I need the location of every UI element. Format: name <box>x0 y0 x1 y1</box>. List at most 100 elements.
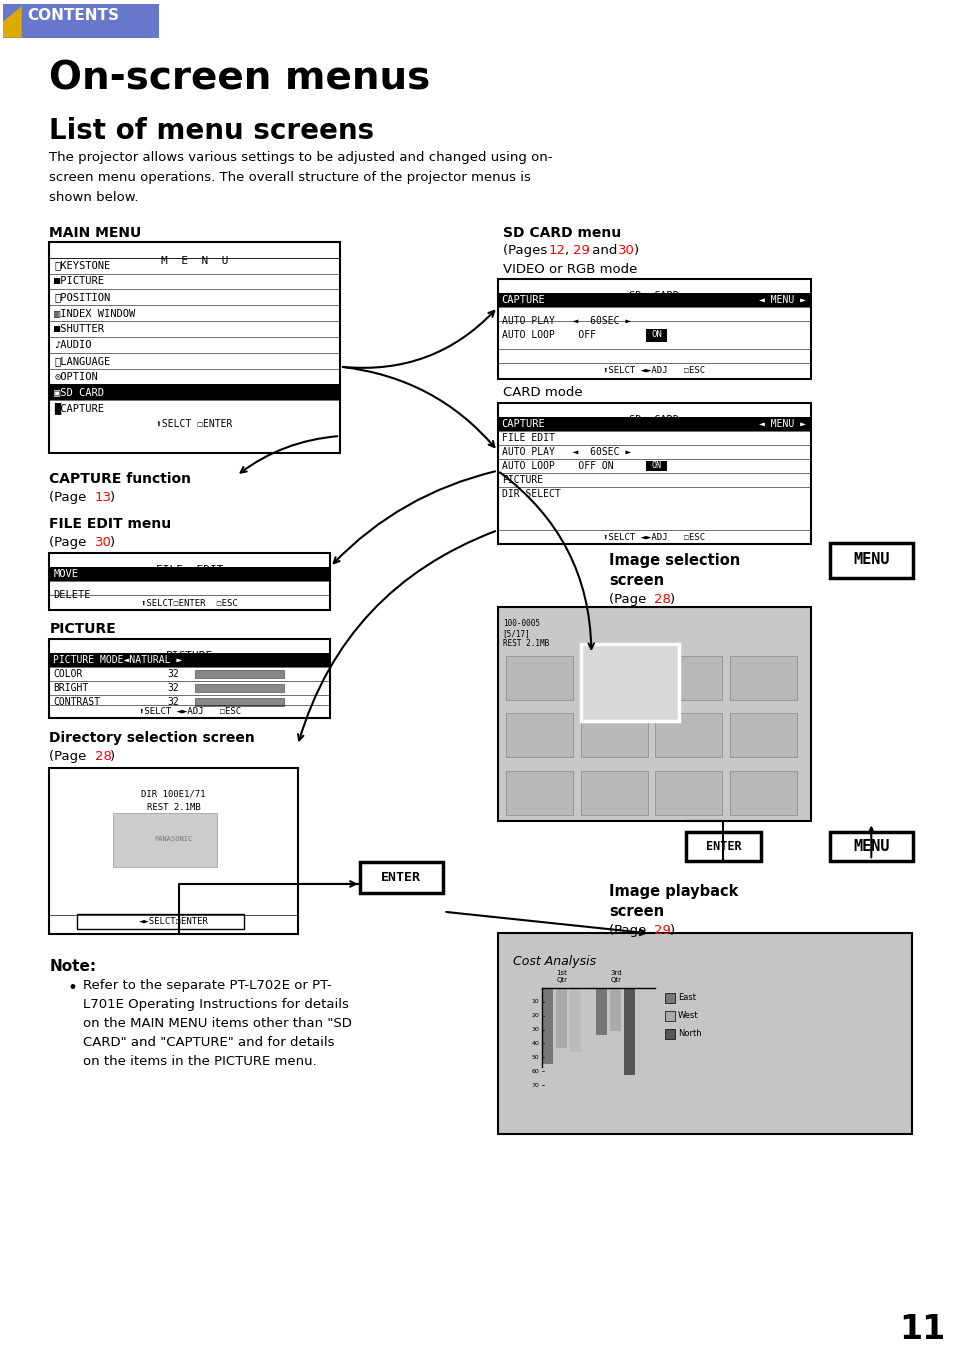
Bar <box>113 813 216 867</box>
Bar <box>664 1029 675 1038</box>
Text: ON: ON <box>651 461 660 470</box>
Text: 50: 50 <box>531 1055 538 1060</box>
Bar <box>497 403 810 544</box>
Bar <box>541 988 553 1064</box>
Text: 70: 70 <box>531 1083 538 1087</box>
Text: REST 2.1MB: REST 2.1MB <box>502 639 548 648</box>
Bar <box>730 656 797 699</box>
Text: (Page: (Page <box>50 750 91 763</box>
Text: CARD mode: CARD mode <box>502 387 581 399</box>
Text: 40: 40 <box>531 1041 538 1046</box>
Text: ENTER: ENTER <box>381 871 420 883</box>
Text: ③POSITION: ③POSITION <box>54 292 111 303</box>
Bar <box>623 988 634 1075</box>
Text: CONTENTS: CONTENTS <box>28 8 119 23</box>
Text: ③KEYSTONE: ③KEYSTONE <box>54 261 111 270</box>
Bar <box>505 771 572 814</box>
Bar <box>580 771 647 814</box>
Text: █CAPTURE: █CAPTURE <box>54 403 104 414</box>
Text: Directory selection screen: Directory selection screen <box>50 731 254 745</box>
Text: North: North <box>678 1029 701 1038</box>
Bar <box>51 653 329 667</box>
Text: CONTRAST: CONTRAST <box>53 696 100 707</box>
Text: ⓇLANGUAGE: ⓇLANGUAGE <box>54 356 111 365</box>
Text: ▥INDEX WINDOW: ▥INDEX WINDOW <box>54 308 135 318</box>
Text: 30: 30 <box>618 243 634 257</box>
Text: ): ) <box>670 592 675 606</box>
FancyBboxPatch shape <box>77 914 244 929</box>
Bar <box>50 553 330 611</box>
Text: DIR 100E1/71: DIR 100E1/71 <box>141 790 206 799</box>
Text: MENU: MENU <box>852 838 888 853</box>
Text: AUTO LOOP    OFF ON: AUTO LOOP OFF ON <box>501 461 613 470</box>
Text: (Page: (Page <box>608 592 650 606</box>
Text: 60: 60 <box>531 1068 538 1073</box>
Text: AUTO PLAY   ◄  60SEC ►: AUTO PLAY ◄ 60SEC ► <box>501 448 630 457</box>
Bar <box>195 684 284 692</box>
Text: [5/17]: [5/17] <box>502 629 530 638</box>
Text: 32: 32 <box>168 696 179 707</box>
Text: Note:: Note: <box>50 960 96 975</box>
Text: 29: 29 <box>572 243 589 257</box>
Text: MENU: MENU <box>852 553 888 568</box>
Text: 11: 11 <box>898 1313 944 1347</box>
Text: ): ) <box>670 923 675 937</box>
Text: ): ) <box>633 243 639 257</box>
Text: SD CARD menu: SD CARD menu <box>502 226 620 239</box>
Bar <box>497 933 911 1134</box>
Bar <box>505 656 572 699</box>
Bar <box>655 714 721 757</box>
Bar <box>664 1011 675 1021</box>
Text: CAPTURE function: CAPTURE function <box>50 472 192 485</box>
Text: ⬆SELCT ☐ENTER: ⬆SELCT ☐ENTER <box>156 419 233 429</box>
Text: (Pages: (Pages <box>502 243 551 257</box>
FancyBboxPatch shape <box>359 863 442 892</box>
FancyBboxPatch shape <box>829 544 912 577</box>
Text: 3rd
Qtr: 3rd Qtr <box>610 969 621 983</box>
Text: VIDEO or RGB mode: VIDEO or RGB mode <box>502 262 637 276</box>
FancyBboxPatch shape <box>829 833 912 861</box>
Bar <box>3 4 158 38</box>
Text: COLOR: COLOR <box>53 669 83 679</box>
Text: ENTER: ENTER <box>705 840 740 853</box>
FancyBboxPatch shape <box>685 833 760 861</box>
Text: 20: 20 <box>531 1013 538 1018</box>
Text: Refer to the separate PT-L702E or PT-
L701E Operating Instructions for details
o: Refer to the separate PT-L702E or PT- L7… <box>83 979 352 1068</box>
Text: 13: 13 <box>94 491 112 503</box>
Text: 28: 28 <box>654 592 671 606</box>
Text: 28: 28 <box>94 750 112 763</box>
Text: FILE  EDIT: FILE EDIT <box>156 565 223 575</box>
Bar <box>569 988 580 1052</box>
Text: ON: ON <box>650 330 661 339</box>
Bar <box>645 329 666 342</box>
Text: ⊙OPTION: ⊙OPTION <box>54 372 98 381</box>
Text: 30: 30 <box>531 1028 538 1032</box>
Bar <box>497 607 810 821</box>
Text: BRIGHT: BRIGHT <box>53 683 89 692</box>
Bar <box>195 669 284 677</box>
Text: M  E  N  U: M E N U <box>161 256 228 266</box>
Text: AUTO PLAY   ◄  60SEC ►: AUTO PLAY ◄ 60SEC ► <box>501 316 630 326</box>
Bar <box>556 988 566 1048</box>
Bar <box>580 644 679 722</box>
Text: FILE EDIT: FILE EDIT <box>501 433 554 443</box>
Text: ◄ MENU ►: ◄ MENU ► <box>759 295 805 306</box>
Text: 30: 30 <box>94 537 112 549</box>
Bar <box>497 280 810 379</box>
Text: REST 2.1MB: REST 2.1MB <box>147 803 200 811</box>
Text: Image playback
screen: Image playback screen <box>608 884 738 919</box>
Text: 32: 32 <box>168 683 179 692</box>
Text: PICTURE MODE◄NATURAL ►: PICTURE MODE◄NATURAL ► <box>53 654 182 665</box>
Text: Cost Analysis: Cost Analysis <box>512 956 595 968</box>
Bar <box>580 714 647 757</box>
Bar <box>498 293 809 307</box>
Bar <box>50 639 330 718</box>
Text: 12: 12 <box>548 243 565 257</box>
Text: PICTURE: PICTURE <box>501 475 542 484</box>
Bar <box>645 461 666 470</box>
Bar <box>51 384 338 400</box>
Text: AUTO LOOP    OFF: AUTO LOOP OFF <box>501 330 601 339</box>
Text: FILE EDIT menu: FILE EDIT menu <box>50 518 172 531</box>
Text: SD  CARD: SD CARD <box>629 291 679 301</box>
Text: On-screen menus: On-screen menus <box>50 59 430 97</box>
